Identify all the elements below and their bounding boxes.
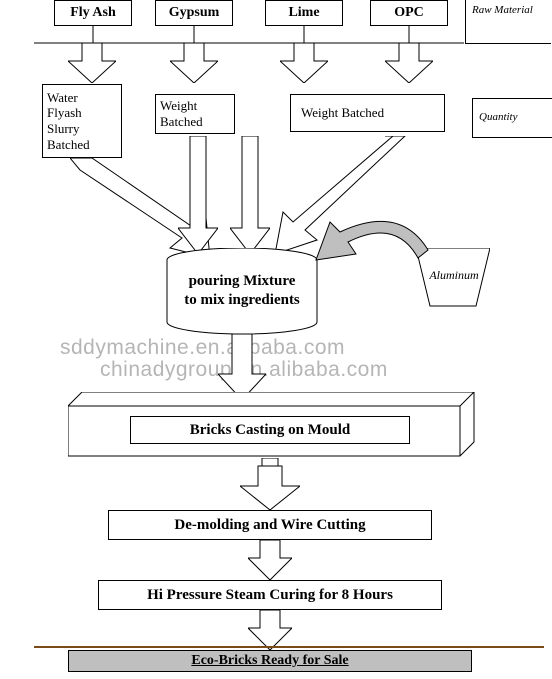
block-arrow [240, 458, 300, 510]
batch-slurry: Water Flyash Slurry Batched [42, 84, 122, 158]
batch-weight-2: Weight Batched [290, 94, 445, 132]
quantity-panel: Quantity [472, 98, 552, 138]
block-arrow [248, 610, 292, 650]
line: Slurry [47, 121, 90, 137]
raw-material-label: Raw Material [472, 4, 533, 16]
rm-label: Lime [288, 5, 319, 21]
mixer-text: pouring Mixture to mix ingredients [175, 272, 309, 310]
watermark-1: sddymachine.en.alibaba.com [60, 336, 345, 360]
casting-box: Bricks Casting on Mould [130, 416, 410, 444]
batch-weight-1: Weight Batched [155, 94, 235, 134]
block-arrow [218, 334, 266, 400]
curved-arrow [310, 210, 440, 278]
rm-opc: OPC [370, 0, 448, 26]
label: De-molding and Wire Cutting [174, 517, 365, 534]
line: Flyash [47, 105, 90, 121]
final-bar: Eco-Bricks Ready for Sale [68, 650, 472, 672]
block-arrow [248, 540, 292, 580]
label: Bricks Casting on Mould [190, 422, 350, 439]
block-arrow [385, 43, 433, 83]
line: Water [47, 90, 90, 106]
label: Weight Batched [301, 105, 384, 121]
line: to mix ingredients [175, 291, 309, 310]
label: Weight Batched [160, 98, 230, 129]
rm-label: Gypsum [169, 5, 220, 21]
block-arrow [230, 136, 270, 254]
block-arrow [68, 43, 116, 83]
block-arrow [178, 136, 218, 254]
block-arrow [280, 43, 328, 83]
rm-label: Fly Ash [70, 5, 116, 21]
line: pouring Mixture [175, 272, 309, 291]
block-arrow [170, 43, 218, 83]
rm-lime: Lime [265, 0, 343, 26]
rm-label: OPC [394, 5, 424, 21]
raw-material-panel: Raw Material [465, 0, 551, 44]
demold-box: De-molding and Wire Cutting [108, 510, 432, 540]
label: Hi Pressure Steam Curing for 8 Hours [147, 587, 393, 604]
rm-gypsum: Gypsum [155, 0, 233, 26]
label: Eco-Bricks Ready for Sale [191, 653, 348, 669]
line: Batched [47, 137, 90, 153]
quantity-label: Quantity [479, 111, 518, 123]
rm-flyash: Fly Ash [54, 0, 132, 26]
cure-box: Hi Pressure Steam Curing for 8 Hours [98, 580, 442, 610]
